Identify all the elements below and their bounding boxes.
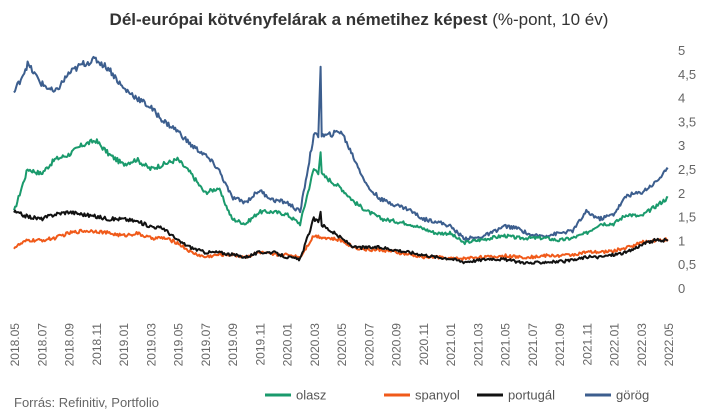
y-tick-label: 1 xyxy=(678,233,685,248)
series-line-1 xyxy=(13,138,669,246)
series-layer xyxy=(13,55,669,265)
y-tick-label: 1,5 xyxy=(678,210,696,225)
x-tick-label: 2019.03 xyxy=(144,323,158,367)
y-tick-label: 5 xyxy=(678,43,685,58)
x-tick-label: 2021.09 xyxy=(553,323,567,367)
x-tick-label: 2022.05 xyxy=(662,323,676,367)
x-tick-label: 2020.05 xyxy=(335,323,349,367)
x-tick-label: 2019.07 xyxy=(199,323,213,367)
x-tick-label: 2021.03 xyxy=(471,323,485,367)
x-tick-label: 2018.09 xyxy=(63,323,77,367)
x-tick-label: 2018.11 xyxy=(90,323,104,366)
x-tick-label: 2020.01 xyxy=(281,323,295,367)
series-line-4 xyxy=(13,55,669,241)
x-tick-label: 2022.01 xyxy=(608,323,622,367)
x-tick-label: 2022.03 xyxy=(635,323,649,367)
chart-title-main: Dél-európai kötvényfelárak a németihez k… xyxy=(109,10,488,29)
x-tick-label: 2020.03 xyxy=(308,323,322,367)
x-tick-label: 2018.05 xyxy=(8,323,22,367)
x-tick-label: 2021.05 xyxy=(499,323,513,367)
legend-label-2: spanyol xyxy=(415,388,460,403)
x-tick-label: 2019.09 xyxy=(226,323,240,367)
x-tick-label: 2020.07 xyxy=(362,323,376,367)
legend: olasz spanyol portugál görög xyxy=(265,388,649,403)
y-tick-label: 4 xyxy=(678,91,685,106)
x-axis-ticks: 2018.05 2018.07 2018.09 2018.11 2019.01 2019.… xyxy=(8,323,676,367)
x-tick-label: 2021.11 xyxy=(580,323,594,366)
legend-label-4: görög xyxy=(616,388,649,403)
x-tick-label: 2021.01 xyxy=(444,323,458,367)
y-tick-label: 0,5 xyxy=(678,257,696,272)
y-axis-ticks: 0 0,5 1 1,5 2 2,5 3 3,5 4 4,5 5 xyxy=(678,43,696,296)
y-tick-label: 4,5 xyxy=(678,67,696,82)
legend-label-1: olasz xyxy=(296,388,326,403)
chart-title: Dél-európai kötvényfelárak a németihez k… xyxy=(0,10,718,30)
x-tick-label: 2021.07 xyxy=(526,323,540,367)
y-tick-label: 3 xyxy=(678,138,685,153)
series-line-3 xyxy=(13,209,669,265)
x-tick-label: 2020.09 xyxy=(390,323,404,367)
y-tick-label: 0 xyxy=(678,281,685,296)
x-tick-label: 2018.07 xyxy=(35,323,49,367)
x-tick-label: 2019.05 xyxy=(172,323,186,367)
x-tick-label: 2019.11 xyxy=(253,323,267,366)
chart-title-unit: (%-pont, 10 év) xyxy=(487,10,609,29)
source-note: Forrás: Refinitiv, Portfolio xyxy=(14,395,159,410)
legend-label-3: portugál xyxy=(508,388,555,403)
x-tick-label: 2019.01 xyxy=(117,323,131,367)
series-line-2 xyxy=(13,228,669,261)
y-tick-label: 3,5 xyxy=(678,114,696,129)
y-tick-label: 2,5 xyxy=(678,162,696,177)
y-tick-label: 2 xyxy=(678,186,685,201)
x-tick-label: 2020.11 xyxy=(417,323,431,366)
